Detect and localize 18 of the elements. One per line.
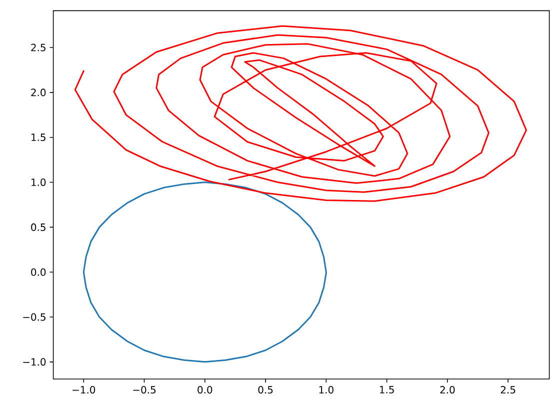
x-tick-label: −1.0 bbox=[72, 386, 96, 394]
y-tick-label: 0.5 bbox=[31, 223, 46, 231]
x-tick-label: 2.0 bbox=[440, 386, 455, 394]
x-tick-label: −0.5 bbox=[133, 386, 156, 394]
x-tick-label: 1.5 bbox=[380, 386, 394, 394]
x-tick-label: 0.0 bbox=[198, 386, 212, 394]
y-tick-label: 2.5 bbox=[31, 44, 46, 52]
x-tick-label: 2.5 bbox=[500, 386, 516, 394]
line-series bbox=[74, 25, 528, 202]
y-tick-label: −1.0 bbox=[23, 358, 46, 366]
y-tick-label: −0.5 bbox=[23, 313, 46, 321]
y-tick-label: 2.0 bbox=[31, 88, 46, 96]
y-tick-label: 1.5 bbox=[32, 134, 46, 142]
x-tick-label: 0.5 bbox=[258, 386, 273, 394]
x-tick-label: 1.0 bbox=[319, 386, 334, 394]
y-tick-label: 0.0 bbox=[31, 268, 46, 276]
line-series bbox=[82, 182, 327, 363]
y-tick-label: 1.0 bbox=[32, 178, 46, 186]
